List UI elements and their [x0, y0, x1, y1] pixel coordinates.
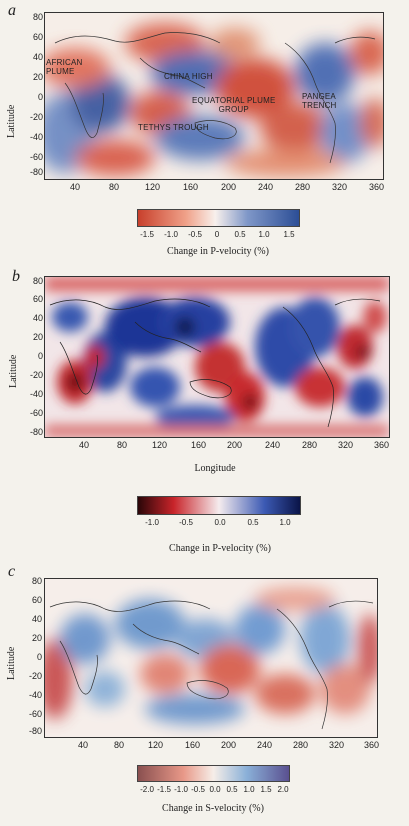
panel-c-ytick: -40 — [28, 690, 42, 700]
panel-a-colorbar-tick: 0 — [214, 230, 220, 239]
panel-a-ytick: -80 — [29, 167, 43, 177]
panel-a-colorbar-title: Change in P-velocity (%) — [167, 246, 269, 257]
panel-b-xtick: 360 — [374, 440, 390, 450]
panel-c-colorbar-tick: 0.0 — [209, 785, 221, 794]
panel-a-xtick: 240 — [258, 182, 274, 192]
panel-b-ytick: 60 — [32, 294, 43, 304]
panel-c-ytick: -60 — [28, 709, 42, 719]
panel-c-xtick: 160 — [185, 740, 201, 750]
panel-a-xtick: 160 — [183, 182, 199, 192]
panel-a-ytick: -20 — [29, 112, 43, 122]
panel-a-ylabel: Latitude — [6, 104, 17, 138]
panel-a-colorbar-tick: 1.5 — [283, 230, 295, 239]
panel-c-xtick: 240 — [257, 740, 273, 750]
panel-b-xtick: 320 — [338, 440, 354, 450]
panel-c-colorbar-tick: -1.0 — [174, 785, 188, 794]
panel-a-colorbar-tick: -1.0 — [164, 230, 178, 239]
panel-b-colorbar-tick: -1.0 — [145, 518, 159, 527]
panel-b-xlabel: Longitude — [194, 463, 236, 474]
panel-c-xtick: 120 — [148, 740, 164, 750]
panel-b-xtick: 280 — [302, 440, 318, 450]
panel-c-ytick: -80 — [28, 726, 42, 736]
panel-a-ytick: 80 — [32, 12, 43, 22]
panel-a-xtick: 40 — [70, 182, 81, 192]
panel-b-colorbar — [137, 496, 301, 515]
panel-c-colorbar-tick: -0.5 — [191, 785, 205, 794]
panel-c-xtick: 80 — [114, 740, 125, 750]
panel-a-annotation: AFRICAN PLUME — [46, 58, 83, 76]
panel-a-xtick: 200 — [221, 182, 237, 192]
panel-b-letter: b — [12, 268, 20, 285]
panel-b-ytick: 0 — [37, 351, 43, 361]
panel-b-ytick: 40 — [32, 313, 43, 323]
panel-a-xtick: 320 — [332, 182, 348, 192]
panel-b-colorbar-tick: 0.5 — [247, 518, 259, 527]
panel-c-colorbar-tick: -1.5 — [157, 785, 171, 794]
panel-a-annotation: CHINA HIGH — [164, 72, 213, 81]
panel-c-ylabel: Latitude — [6, 646, 17, 680]
panel-b-colorbar-tick: 1.0 — [279, 518, 291, 527]
panel-a-annotation: TETHYS TROUGH — [138, 123, 209, 132]
panel-b-xtick: 160 — [191, 440, 207, 450]
panel-a-letter: a — [8, 2, 16, 19]
panel-b-xtick: 200 — [227, 440, 243, 450]
panel-c-ytick: 0 — [36, 652, 42, 662]
panel-a-annotation: PANGEA TRENCH — [302, 92, 337, 110]
panel-a-colorbar-tick: -0.5 — [188, 230, 202, 239]
panel-c-xtick: 40 — [78, 740, 89, 750]
panel-b-xtick: 80 — [117, 440, 128, 450]
panel-a-colorbar-tick: 1.0 — [258, 230, 270, 239]
panel-a-xtick: 120 — [145, 182, 161, 192]
panel-a-colorbar — [137, 209, 300, 227]
panel-c-ytick: 20 — [31, 633, 42, 643]
panel-c-ytick: 80 — [31, 576, 42, 586]
panel-a-annotation: EQUATORIAL PLUME GROUP — [192, 96, 276, 114]
panel-c-xtick: 280 — [293, 740, 309, 750]
panel-a-xtick: 80 — [109, 182, 120, 192]
panel-c-ytick: 40 — [31, 614, 42, 624]
panel-c-colorbar-tick: 2.0 — [277, 785, 289, 794]
panel-c-map — [44, 578, 378, 738]
panel-b-colorbar-tick: 0.0 — [214, 518, 226, 527]
panel-a-map — [44, 12, 384, 180]
panel-c-xtick: 200 — [221, 740, 237, 750]
panel-b-ytick: -60 — [29, 408, 43, 418]
panel-b-ylabel: Latitude — [8, 354, 19, 388]
panel-b-ytick: -80 — [29, 427, 43, 437]
panel-b-xtick: 40 — [79, 440, 90, 450]
panel-b-xtick: 120 — [152, 440, 168, 450]
panel-b-ytick: 20 — [32, 332, 43, 342]
panel-b-colorbar-title: Change in P-velocity (%) — [169, 543, 271, 554]
panel-b-ytick: 80 — [32, 276, 43, 286]
panel-b-ytick: -20 — [29, 370, 43, 380]
panel-c-ytick: -20 — [28, 671, 42, 681]
panel-c-colorbar-tick: 0.5 — [226, 785, 238, 794]
panel-c-letter: c — [8, 563, 16, 580]
panel-a-xtick: 360 — [369, 182, 385, 192]
panel-a-ytick: 20 — [32, 72, 43, 82]
panel-b-map — [44, 276, 390, 438]
panel-b-ytick: -40 — [29, 389, 43, 399]
panel-a-ytick: -40 — [29, 132, 43, 142]
panel-c-colorbar-tick: -2.0 — [140, 785, 154, 794]
panel-a-ytick: -60 — [29, 152, 43, 162]
panel-a-ytick: 40 — [32, 52, 43, 62]
panel-a-colorbar-tick: -1.5 — [140, 230, 154, 239]
panel-a-xtick: 280 — [295, 182, 311, 192]
panel-b-xtick: 240 — [265, 440, 281, 450]
panel-c-ytick: 60 — [31, 595, 42, 605]
panel-c-xtick: 360 — [364, 740, 380, 750]
panel-c-colorbar-tick: 1.5 — [260, 785, 272, 794]
panel-c-colorbar-tick: 1.0 — [243, 785, 255, 794]
panel-b-colorbar-tick: -0.5 — [179, 518, 193, 527]
panel-a-ytick: 0 — [37, 92, 43, 102]
panel-a-colorbar-tick: 0.5 — [234, 230, 246, 239]
panel-a-ytick: 60 — [32, 32, 43, 42]
panel-c-colorbar — [137, 765, 290, 782]
panel-c-xtick: 320 — [329, 740, 345, 750]
panel-c-colorbar-title: Change in S-velocity (%) — [162, 803, 264, 814]
